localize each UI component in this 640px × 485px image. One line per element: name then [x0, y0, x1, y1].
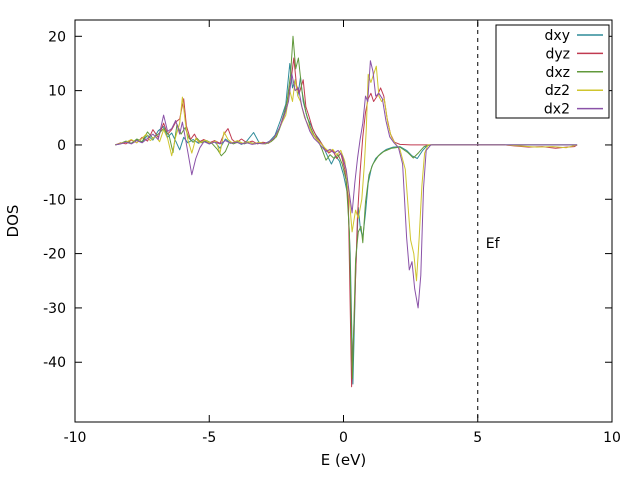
legend-label-dyz: dyz: [545, 46, 570, 62]
x-tick-label: 10: [603, 430, 621, 446]
x-tick-label: -10: [64, 430, 87, 446]
x-axis-label: E (eV): [321, 451, 366, 469]
y-tick-label: -30: [43, 301, 66, 317]
series-line-dx2: [115, 60, 578, 309]
x-tick-label: -5: [202, 430, 216, 446]
plot-border: [74, 19, 613, 423]
y-tick-label: 20: [48, 29, 66, 45]
y-tick-label: 10: [48, 84, 66, 100]
x-tick-label: 5: [473, 430, 482, 446]
y-tick-label: 0: [57, 138, 66, 154]
legend-label-dxy: dxy: [545, 28, 570, 44]
series-line-dxz: [115, 35, 578, 379]
y-tick-label: -20: [43, 247, 66, 263]
legend-label-dx2: dx2: [544, 102, 570, 118]
y-tick-label: -10: [43, 192, 66, 208]
legend-label-dxz: dxz: [545, 65, 570, 81]
y-tick-label: -40: [43, 355, 66, 371]
legend-label-dz2: dz2: [545, 83, 570, 99]
y-axis-label: DOS: [4, 205, 22, 238]
x-tick-label: 0: [339, 430, 348, 446]
fermi-level-label: Ef: [486, 236, 501, 252]
